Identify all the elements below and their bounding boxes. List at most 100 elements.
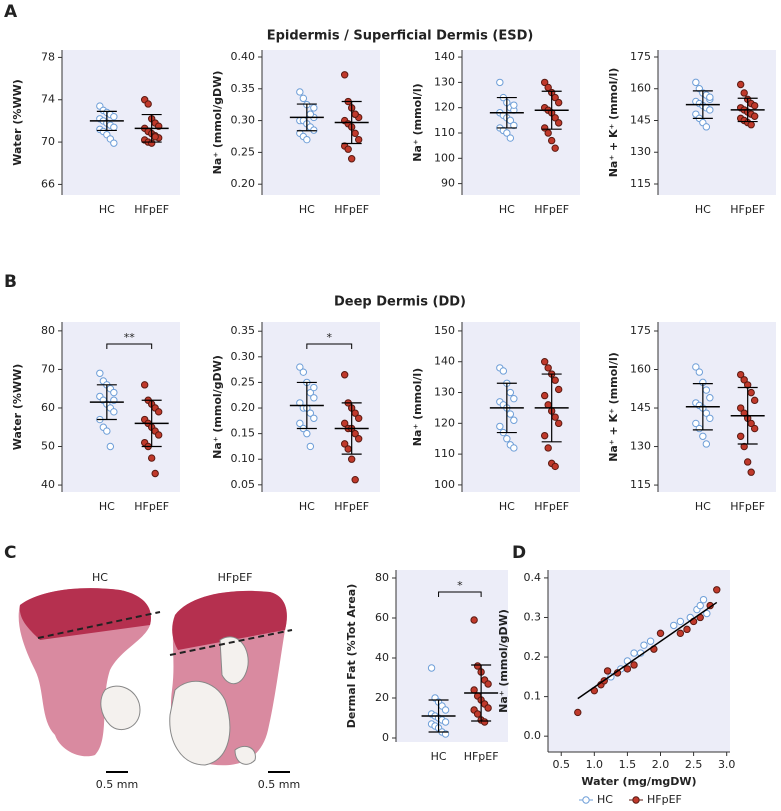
data-point — [696, 601, 704, 610]
data-point — [676, 617, 685, 626]
data-point — [506, 388, 515, 397]
y-tick-label: 90 — [441, 177, 455, 190]
data-point — [702, 386, 711, 394]
x-tick-label: HC — [695, 203, 711, 216]
data-point — [630, 661, 638, 669]
data-point — [670, 621, 678, 630]
y-axis-label: Dermal Fat (%Tot Area) — [345, 584, 358, 728]
data-point — [736, 404, 745, 412]
data-point — [544, 364, 552, 372]
y-tick-label: 130 — [630, 145, 651, 158]
data-point — [706, 414, 714, 422]
y-tick-label: 0.25 — [231, 375, 256, 388]
data-point — [480, 718, 489, 726]
data-point — [427, 664, 436, 672]
x-tick-label: 3.0 — [718, 758, 736, 771]
data-point — [544, 444, 552, 452]
x-tick-label: 2.5 — [685, 758, 703, 771]
y-tick-label: 0.20 — [231, 177, 256, 190]
data-point — [676, 629, 685, 638]
y-tick-label: 120 — [434, 416, 455, 429]
data-point — [506, 410, 515, 418]
x-tick-label: HC — [431, 750, 447, 763]
x-tick-label: HFpEF — [730, 203, 765, 216]
data-point — [503, 435, 511, 443]
legend-label: HC — [597, 793, 613, 806]
significance-label: ** — [124, 331, 136, 344]
data-point — [540, 78, 549, 87]
data-point — [750, 101, 759, 110]
data-point — [470, 686, 478, 694]
plot-area — [462, 322, 580, 492]
x-tick-label: HFpEF — [464, 750, 499, 763]
y-tick-label: 0.0 — [524, 729, 542, 742]
data-point — [496, 78, 504, 87]
y-tick-label: 0.35 — [231, 82, 256, 95]
data-point — [736, 370, 745, 379]
data-point — [340, 419, 349, 428]
data-point — [747, 468, 755, 476]
data-point — [540, 431, 549, 440]
data-point — [547, 136, 556, 145]
data-point — [540, 358, 549, 366]
significance-label: * — [327, 331, 333, 344]
data-point — [351, 476, 359, 484]
data-point — [484, 704, 492, 712]
data-point — [740, 89, 748, 97]
y-tick-label: 110 — [434, 126, 455, 139]
x-tick-label: HFpEF — [134, 500, 169, 513]
significance-bracket — [306, 343, 353, 349]
panel-label: B — [4, 272, 17, 292]
significance-label: * — [457, 579, 463, 592]
image-label: HFpEF — [218, 571, 253, 584]
data-point — [154, 408, 163, 416]
data-point — [310, 414, 318, 422]
data-point — [510, 416, 518, 424]
data-point — [623, 665, 632, 673]
y-tick-label: 0.1 — [524, 690, 542, 703]
x-tick-label: HFpEF — [334, 203, 369, 216]
y-tick-label: 150 — [434, 324, 455, 337]
panel-label: C — [4, 543, 16, 563]
y-tick-label: 140 — [434, 355, 455, 368]
y-tick-label: 175 — [630, 50, 651, 63]
data-point — [702, 440, 711, 448]
fit-line — [577, 601, 718, 700]
plot-area — [62, 50, 180, 195]
y-tick-label: 0.25 — [231, 145, 256, 158]
scale-bar-label: 0.5 mm — [96, 778, 138, 791]
data-point — [347, 455, 356, 463]
data-point — [706, 93, 714, 101]
y-tick-label: 130 — [434, 75, 455, 88]
data-point — [692, 78, 700, 87]
data-point — [551, 144, 559, 152]
data-point — [484, 680, 492, 688]
data-point — [510, 121, 518, 130]
data-point — [740, 442, 748, 451]
data-point — [110, 112, 118, 121]
data-point — [441, 718, 450, 726]
data-point — [503, 129, 511, 137]
y-tick-label: 175 — [630, 324, 651, 337]
data-point — [340, 371, 349, 379]
data-point — [340, 71, 349, 79]
y-tick-label: 160 — [630, 363, 651, 376]
y-tick-label: 145 — [630, 113, 651, 126]
y-tick-label: 0.35 — [231, 324, 256, 337]
y-tick-label: 66 — [41, 177, 55, 190]
data-point — [713, 586, 721, 594]
x-axis-label: Water (mg/mgDW) — [581, 775, 696, 788]
data-point — [96, 369, 104, 377]
x-tick-label: 2.0 — [652, 758, 670, 771]
data-point — [140, 381, 149, 389]
data-point — [296, 363, 304, 371]
data-point — [510, 101, 518, 109]
data-point — [310, 126, 318, 134]
data-point — [603, 667, 612, 675]
y-tick-label: 0.20 — [231, 401, 256, 414]
panel-label: D — [512, 543, 526, 563]
y-axis-label: Na⁺ (mmol/gDW) — [211, 71, 224, 175]
data-point — [299, 94, 308, 103]
legend-label: HFpEF — [647, 793, 682, 806]
data-point — [344, 145, 352, 153]
